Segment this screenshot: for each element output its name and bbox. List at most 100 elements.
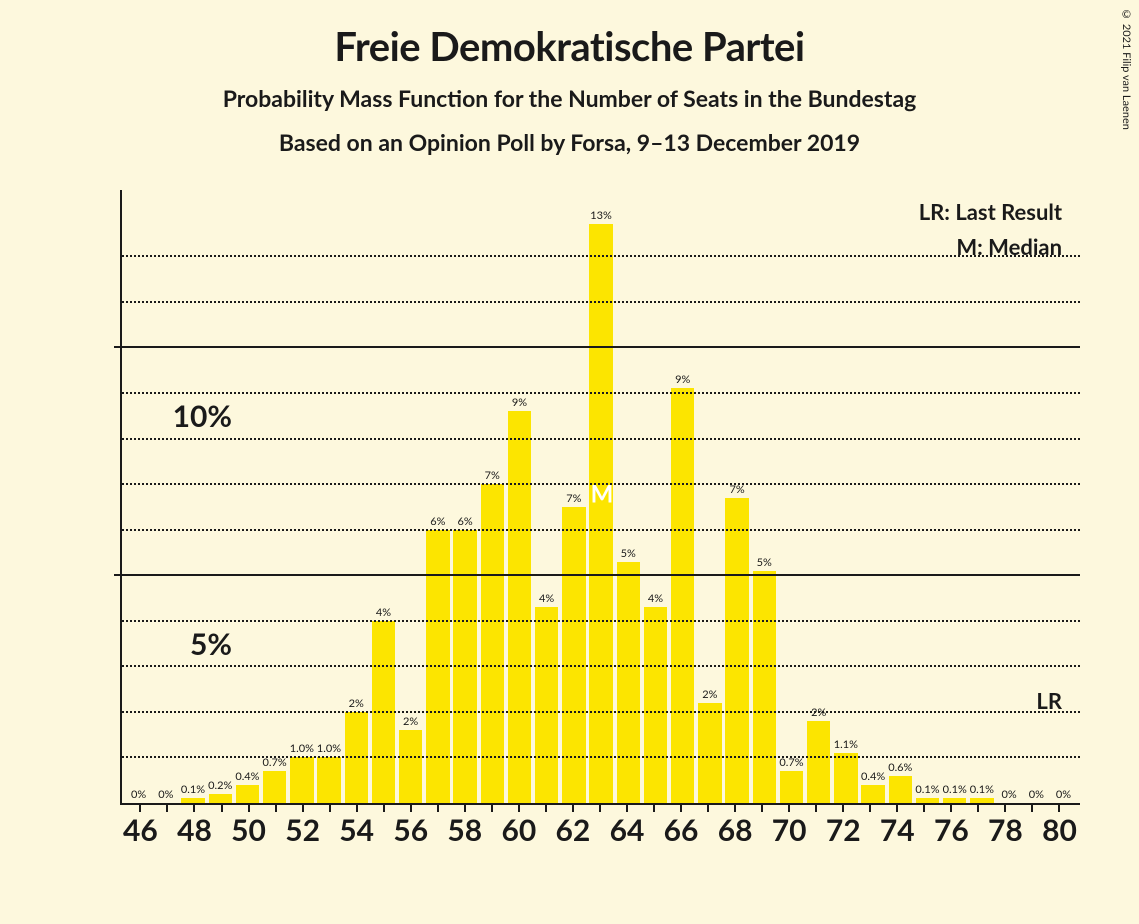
plot-area: LR: Last Result M: Median 0%0%0.1%0.2%0.… <box>120 190 1080 805</box>
y-axis-tick <box>114 346 122 348</box>
gridline-minor <box>122 301 1080 303</box>
x-axis-tick <box>1004 805 1006 812</box>
x-axis-tick <box>329 805 331 812</box>
y-axis-tick <box>114 574 122 576</box>
x-axis-tick <box>950 805 952 812</box>
gridline-minor <box>122 711 1080 713</box>
gridline-minor <box>122 620 1080 622</box>
bar <box>290 757 313 803</box>
bar <box>834 753 857 803</box>
bar-value-label: 9% <box>675 373 690 386</box>
gridline-minor <box>122 255 1080 257</box>
bar <box>508 411 531 803</box>
x-label-slot <box>320 812 339 848</box>
x-axis-tick <box>788 805 790 812</box>
x-label-slot <box>482 812 501 848</box>
x-axis-tick <box>869 805 871 812</box>
bar-value-label: 7% <box>485 469 500 482</box>
x-axis-label: 50 <box>231 812 266 848</box>
x-axis-tick <box>275 805 277 812</box>
bar <box>399 730 422 803</box>
x-axis-tick <box>1058 805 1060 812</box>
x-axis-tick <box>166 805 168 812</box>
y-axis-label: 5% <box>132 626 232 662</box>
x-label-slot <box>374 812 393 848</box>
x-axis-label: 46 <box>123 812 158 848</box>
x-axis-label: 70 <box>772 812 807 848</box>
x-label-slot <box>590 812 609 848</box>
bar <box>916 798 939 803</box>
x-axis-tick <box>518 805 520 812</box>
bar-value-label: 0% <box>131 788 146 801</box>
chart: LR: Last Result M: Median 0%0%0.1%0.2%0.… <box>30 190 1110 890</box>
x-label-slot <box>158 812 177 848</box>
x-label-slot: 80 <box>1042 812 1077 848</box>
x-axis-tick <box>139 805 141 812</box>
x-label-slot: 60 <box>501 812 536 848</box>
bar-value-label: 0.1% <box>970 783 994 796</box>
x-axis-tick <box>302 805 304 812</box>
title-block: Freie Demokratische Partei Probability M… <box>0 0 1139 156</box>
x-axis-tick <box>410 805 412 812</box>
bar-value-label: 2% <box>349 697 364 710</box>
x-label-slot: 76 <box>934 812 969 848</box>
x-axis-tick <box>383 805 385 812</box>
bar-value-label: 7% <box>566 492 581 505</box>
x-axis-label: 62 <box>556 812 591 848</box>
chart-subtitle-1: Probability Mass Function for the Number… <box>0 84 1139 112</box>
bar <box>236 785 259 803</box>
x-axis-tick <box>193 805 195 812</box>
bar-value-label: 1.0% <box>317 742 341 755</box>
bar-value-label: 4% <box>539 592 554 605</box>
x-axis-tick <box>761 805 763 812</box>
chart-title: Freie Demokratische Partei <box>0 22 1139 70</box>
x-label-slot: 78 <box>988 812 1023 848</box>
chart-subtitle-2: Based on an Opinion Poll by Forsa, 9–13 … <box>0 128 1139 156</box>
bar <box>970 798 993 803</box>
bar <box>617 562 640 803</box>
bar-value-label: 0% <box>1056 788 1071 801</box>
gridline-major <box>122 574 1080 576</box>
x-axis-tick <box>923 805 925 812</box>
bar <box>943 798 966 803</box>
x-axis-tick <box>842 805 844 812</box>
bar-value-label: 0% <box>1029 788 1044 801</box>
bar-value-label: 9% <box>512 396 527 409</box>
x-axis-tick <box>707 805 709 812</box>
x-label-slot <box>1023 812 1042 848</box>
bar-value-label: 4% <box>376 606 391 619</box>
x-label-slot: 74 <box>880 812 915 848</box>
x-axis-tick <box>248 805 250 812</box>
bar <box>181 798 204 803</box>
x-axis-tick <box>599 805 601 812</box>
gridline-minor <box>122 392 1080 394</box>
x-label-slot: 62 <box>556 812 591 848</box>
x-label-slot <box>915 812 934 848</box>
bar-value-label: 5% <box>621 547 636 560</box>
bar-value-label: 6% <box>430 515 445 528</box>
bar-value-label: 4% <box>648 592 663 605</box>
gridline-major <box>122 346 1080 348</box>
bar-value-label: 2% <box>702 688 717 701</box>
x-axis-label: 48 <box>177 812 212 848</box>
bar <box>263 771 286 803</box>
bar <box>698 703 721 803</box>
bar-value-label: 0% <box>1002 788 1017 801</box>
bar <box>671 388 694 803</box>
x-label-slot: 50 <box>231 812 266 848</box>
bar-value-label: 0.2% <box>208 779 232 792</box>
x-label-slot <box>266 812 285 848</box>
bar-value-label: 0.4% <box>235 770 259 783</box>
gridline-minor <box>122 438 1080 440</box>
x-label-slot: 52 <box>285 812 320 848</box>
bar <box>562 507 585 803</box>
bar-value-label: 2% <box>403 715 418 728</box>
x-label-slot <box>969 812 988 848</box>
bar-value-label: 0.1% <box>181 783 205 796</box>
x-axis-label: 60 <box>501 812 536 848</box>
gridline-minor <box>122 756 1080 758</box>
x-axis-label: 66 <box>664 812 699 848</box>
x-axis-labels: 464850525456586062646668707274767880 <box>120 812 1080 848</box>
x-label-slot <box>807 812 826 848</box>
bar <box>589 224 612 803</box>
